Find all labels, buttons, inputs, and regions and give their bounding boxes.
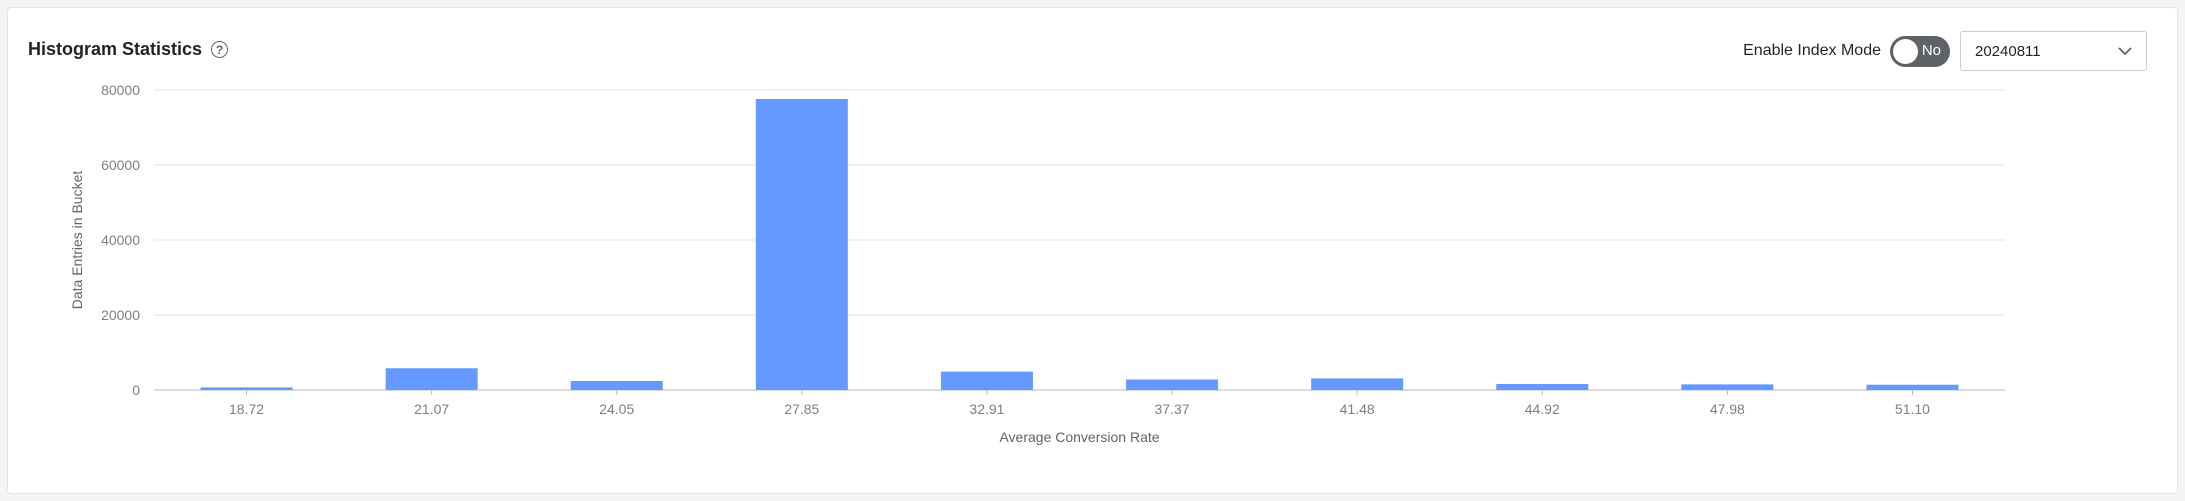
y-tick-label: 20000 xyxy=(101,307,140,323)
x-tick-label: 47.98 xyxy=(1710,401,1745,417)
y-tick-label: 0 xyxy=(132,382,140,398)
page-title: Histogram Statistics xyxy=(28,39,203,59)
bar[interactable] xyxy=(755,99,848,390)
bar[interactable] xyxy=(385,368,478,390)
bars xyxy=(200,99,1959,391)
x-tick-label: 27.85 xyxy=(784,401,819,417)
question-circle-icon[interactable]: ? xyxy=(211,41,229,58)
toggle-state-text: No xyxy=(1921,41,1941,59)
x-tick-label: 24.05 xyxy=(599,401,634,417)
x-tick-label: 32.91 xyxy=(969,401,1004,417)
x-axis-ticks: 18.72 21.07 24.05 27.85 32.91 37.37 41.48 44.92… xyxy=(229,390,1930,417)
y-tick-label: 60000 xyxy=(101,157,140,173)
bar[interactable] xyxy=(570,381,663,390)
x-tick-label: 18.72 xyxy=(229,401,264,417)
x-tick-label: 51.10 xyxy=(1895,401,1930,417)
index-mode-label: Enable Index Mode xyxy=(1743,42,1881,59)
bar[interactable] xyxy=(200,387,293,390)
x-tick-label: 37.37 xyxy=(1155,401,1190,417)
y-axis-ticks: 0 20000 40000 60000 80000 xyxy=(101,82,140,398)
bar[interactable] xyxy=(1126,379,1219,391)
bar[interactable] xyxy=(1311,378,1404,390)
histogram-card: Histogram Statistics ? Enable Index Mode… xyxy=(7,7,2178,494)
header-controls: Enable Index Mode No 20240811 xyxy=(1743,31,2147,71)
card-header: Histogram Statistics ? xyxy=(28,39,229,60)
date-select-value: 20240811 xyxy=(1975,42,2041,60)
x-tick-label: 41.48 xyxy=(1340,401,1375,417)
index-mode-toggle[interactable]: No xyxy=(1890,35,1950,67)
toggle-knob xyxy=(1893,38,1918,64)
bar[interactable] xyxy=(1681,384,1774,390)
bar[interactable] xyxy=(1866,384,1959,390)
bar[interactable] xyxy=(1496,384,1589,390)
y-tick-label: 80000 xyxy=(101,82,140,98)
y-axis-title: Data Entries in Bucket xyxy=(69,171,85,310)
date-select[interactable]: 20240811 xyxy=(1960,31,2147,71)
grid-lines xyxy=(154,89,2005,391)
x-tick-label: 44.92 xyxy=(1525,401,1560,417)
bar[interactable] xyxy=(940,371,1033,390)
x-axis-title: Average Conversion Rate xyxy=(999,429,1159,445)
y-tick-label: 40000 xyxy=(101,232,140,248)
x-tick-label: 21.07 xyxy=(414,401,449,417)
chevron-down-icon xyxy=(2118,47,2132,56)
